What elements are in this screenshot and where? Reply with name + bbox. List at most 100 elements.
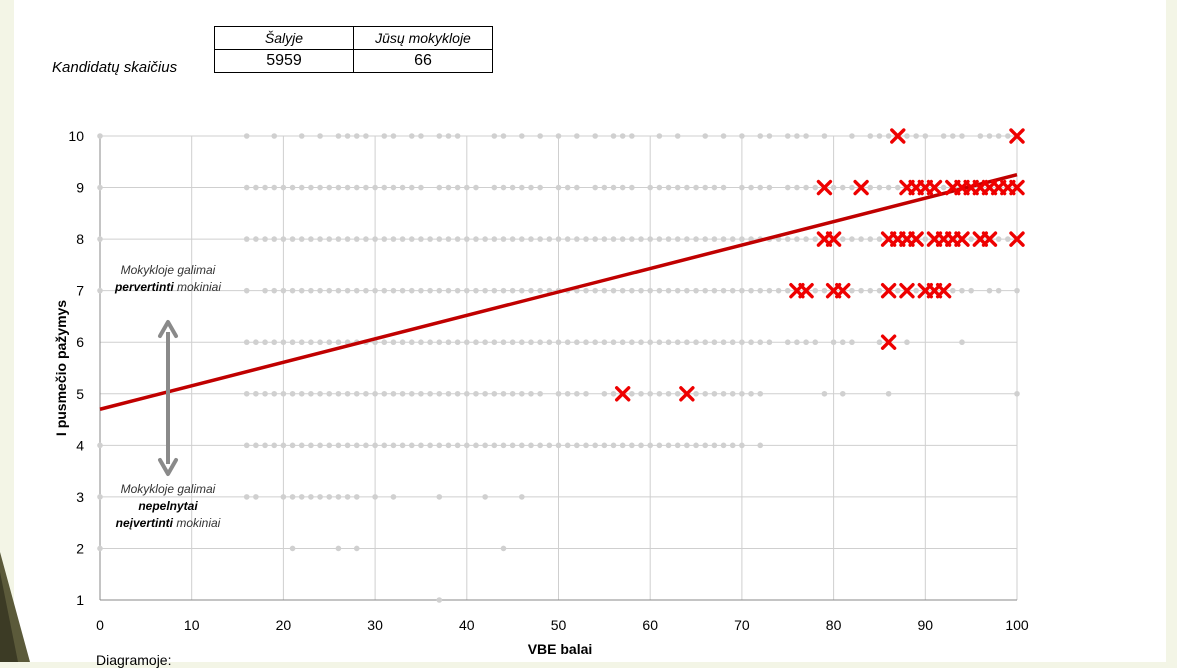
country-point — [693, 236, 699, 242]
country-count-value: 5959 — [214, 49, 354, 73]
country-point — [344, 442, 351, 449]
country-point — [674, 390, 681, 397]
country-point — [528, 236, 534, 242]
country-point — [344, 390, 351, 397]
y-tick-label: 7 — [76, 283, 84, 299]
country-point — [464, 184, 470, 191]
country-point — [363, 390, 369, 397]
country-point — [674, 236, 681, 242]
country-point — [418, 133, 424, 139]
country-point — [326, 236, 333, 242]
country-point — [592, 133, 598, 139]
country-point — [757, 339, 764, 346]
country-column-header: Šalyje — [214, 26, 354, 50]
country-point — [519, 287, 525, 294]
country-point — [986, 133, 993, 139]
school-point — [679, 386, 695, 402]
country-point — [537, 390, 543, 397]
country-point — [344, 339, 351, 346]
country-point — [519, 494, 525, 500]
country-point — [509, 236, 516, 242]
country-point — [1014, 287, 1020, 294]
country-point — [574, 390, 580, 397]
overrated-annotation-line1: Mokykloje galimai — [120, 263, 216, 277]
country-point — [904, 339, 910, 346]
country-point — [335, 133, 342, 139]
country-point — [308, 236, 314, 242]
country-point — [436, 597, 443, 603]
country-point — [950, 133, 956, 139]
x-tick-label: 10 — [184, 617, 200, 633]
country-point — [298, 442, 305, 449]
school-point — [880, 334, 897, 350]
country-point — [656, 390, 663, 397]
underrated-keyword-1: nepelnytai — [138, 499, 198, 513]
country-point — [243, 236, 250, 242]
underrated-annotation-line2: nepelnytai — [98, 498, 238, 515]
country-point — [564, 442, 571, 449]
country-point — [436, 390, 443, 397]
country-point — [995, 133, 1002, 139]
y-tick-label: 3 — [76, 489, 84, 505]
country-point — [262, 339, 268, 346]
country-point — [381, 133, 388, 139]
country-point — [454, 287, 461, 294]
country-point — [335, 442, 342, 449]
country-point — [445, 184, 452, 191]
country-point — [656, 133, 663, 139]
country-point — [876, 339, 883, 346]
country-point — [775, 287, 782, 294]
school-point — [1009, 179, 1025, 196]
country-point — [390, 339, 397, 346]
y-tick-label: 8 — [76, 231, 84, 247]
country-point — [1005, 133, 1011, 139]
country-point — [298, 133, 305, 139]
country-point — [546, 287, 553, 294]
y-tick-label: 5 — [76, 386, 84, 402]
school-point — [614, 386, 631, 402]
y-tick-label: 4 — [76, 437, 84, 453]
underrated-annotation-line3: neįvertinti mokiniai — [98, 515, 238, 532]
country-point — [253, 184, 259, 191]
country-point — [684, 442, 690, 449]
country-point — [353, 390, 360, 397]
vertical-double-arrow — [158, 320, 178, 476]
country-point — [353, 184, 360, 191]
country-point — [610, 133, 617, 139]
country-point — [555, 390, 562, 397]
country-point — [830, 339, 837, 346]
school-point — [880, 282, 897, 299]
country-point — [894, 287, 901, 294]
country-point — [748, 184, 754, 191]
country-point — [702, 184, 709, 191]
country-point — [720, 390, 727, 397]
country-point — [766, 184, 773, 191]
school-point — [798, 282, 814, 299]
country-point — [445, 236, 452, 242]
country-point — [794, 133, 800, 139]
country-point — [436, 339, 443, 346]
country-point — [702, 287, 709, 294]
country-point — [519, 339, 525, 346]
country-point — [922, 236, 929, 242]
country-point — [784, 184, 791, 191]
country-point — [408, 442, 415, 449]
slide-canvas — [14, 0, 1166, 662]
y-tick-label: 9 — [76, 180, 84, 196]
country-point — [739, 133, 745, 139]
country-point — [97, 442, 103, 449]
country-point — [262, 442, 268, 449]
country-point — [363, 442, 369, 449]
country-point — [390, 184, 397, 191]
country-point — [839, 339, 846, 346]
country-point — [702, 339, 709, 346]
country-point — [289, 339, 296, 346]
country-point — [445, 339, 452, 346]
country-point — [344, 184, 351, 191]
country-point — [894, 184, 901, 191]
country-point — [390, 390, 397, 397]
country-point — [454, 236, 461, 242]
country-point — [399, 339, 406, 346]
country-point — [693, 287, 699, 294]
country-point — [610, 442, 617, 449]
